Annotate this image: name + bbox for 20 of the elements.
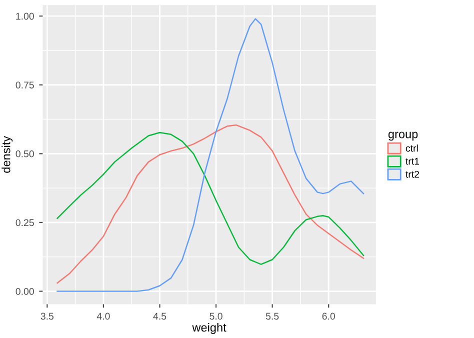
y-tick-label: 0.75 — [16, 82, 34, 88]
y-tick-label: 1.00 — [16, 12, 34, 20]
x-tick-label: 6.0 — [322, 312, 335, 320]
legend-label: ctrl — [406, 144, 418, 152]
y-axis-title: density — [2, 136, 13, 173]
x-tick-label: 3.5 — [40, 312, 54, 320]
x-axis-title: weight — [192, 322, 226, 334]
x-tick-label: 4.5 — [153, 312, 166, 320]
line-series — [56, 18, 364, 292]
y-tick-label: 0.25 — [16, 219, 34, 226]
x-tick-label: 5.5 — [266, 312, 279, 320]
y-tick-label: 0.00 — [16, 288, 34, 295]
legend-title: group — [388, 132, 418, 141]
x-tick-label: 5.0 — [210, 312, 222, 320]
line-series — [56, 132, 364, 265]
x-tick-label: 4.0 — [96, 312, 110, 320]
line-series — [56, 124, 364, 284]
y-tick-label: 0.50 — [16, 150, 34, 158]
legend-label: trt1 — [406, 158, 420, 165]
legend-label: trt2 — [406, 170, 420, 178]
